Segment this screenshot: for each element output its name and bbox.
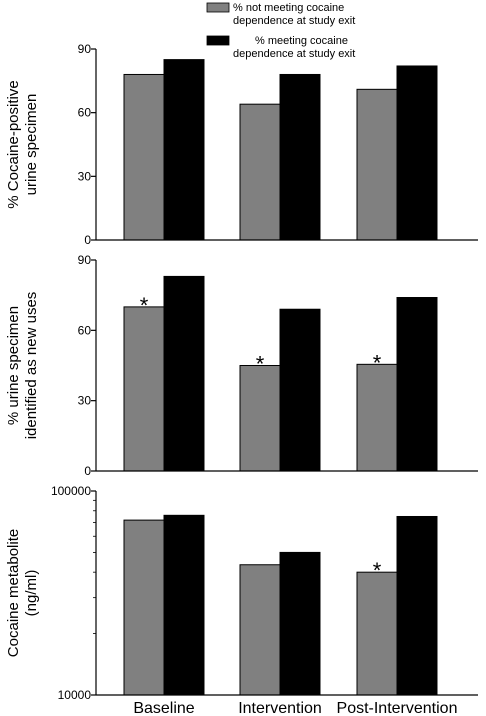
bar-gray-baseline — [123, 73, 165, 241]
y-axis-label-line: % urine specimen — [5, 306, 22, 425]
y-axis-label: % urine specimenidentified as new uses — [5, 292, 40, 440]
bar-black-baseline — [163, 59, 205, 241]
bar-gray-baseline — [123, 519, 165, 696]
bar-gray-intervention — [239, 564, 281, 696]
legend-label-black-line2: dependence at study exit — [233, 48, 355, 60]
y-axis-label: % Cocaine-positiveurine specimen — [5, 80, 40, 208]
bar-gray-intervention — [239, 365, 281, 472]
bar-gray-baseline — [123, 306, 165, 472]
y-tick-label: 60 — [78, 106, 92, 120]
bar-gray-intervention — [239, 103, 281, 241]
bar-gray-post-intervention — [356, 363, 398, 472]
x-axis-category-labels: Baseline Intervention Post-Intervention — [133, 700, 457, 716]
bar-black-intervention — [279, 551, 321, 696]
x-category-label: Intervention — [238, 700, 322, 716]
bar-black-post-intervention — [396, 515, 438, 696]
legend-swatch-black — [206, 35, 230, 46]
y-axis-label-line: (ng/ml) — [23, 570, 40, 617]
significance-asterisk: * — [373, 350, 382, 375]
y-axis-label: Cocaine metabolite(ng/ml) — [5, 529, 40, 657]
significance-asterisk: * — [373, 558, 382, 583]
y-tick-label: 10000 — [58, 688, 92, 702]
y-tick-label: 0 — [84, 233, 91, 247]
legend-swatch-gray — [206, 2, 230, 13]
y-tick-label: 90 — [78, 253, 92, 267]
y-tick-label: 0 — [84, 464, 91, 478]
x-category-label: Post-Intervention — [337, 700, 458, 716]
y-tick-label: 100000 — [51, 484, 91, 498]
significance-asterisk: * — [256, 352, 265, 377]
y-axis-label-line: % Cocaine-positive — [5, 80, 22, 208]
chart-panel-middle: 0 30 60 90 % urine specimenidentified as new… — [5, 253, 478, 478]
bar-black-baseline — [163, 275, 205, 472]
legend: % not meeting cocaine dependence at stud… — [206, 2, 355, 60]
legend-label-black-line1: % meeting cocaine — [255, 35, 348, 47]
chart-panel-bottom: 10000 100000 Cocaine metabolite(ng/ml) * — [5, 484, 478, 702]
legend-label-gray-line2: dependence at study exit — [233, 15, 355, 27]
bar-black-post-intervention — [396, 65, 438, 241]
y-tick-label: 30 — [78, 169, 92, 183]
bar-gray-post-intervention — [356, 571, 398, 696]
bar-gray-post-intervention — [356, 88, 398, 241]
chart-panel-top: 0 30 60 90 % Cocaine-positiveurine specimen — [5, 42, 478, 247]
y-tick-label: 60 — [78, 323, 92, 337]
y-tick-label: 90 — [78, 42, 92, 56]
legend-label-gray-line1: % not meeting cocaine — [233, 2, 344, 14]
bar-black-baseline — [163, 514, 205, 696]
bar-black-post-intervention — [396, 297, 438, 472]
y-axis-label-line: Cocaine metabolite — [5, 529, 22, 657]
bar-black-intervention — [279, 73, 321, 241]
significance-asterisk: * — [140, 293, 149, 318]
bar-black-intervention — [279, 308, 321, 472]
y-axis-label-line: urine specimen — [23, 94, 40, 196]
y-axis-label-line: identified as new uses — [23, 292, 40, 440]
y-tick-label: 30 — [78, 394, 92, 408]
x-category-label: Baseline — [133, 700, 194, 716]
